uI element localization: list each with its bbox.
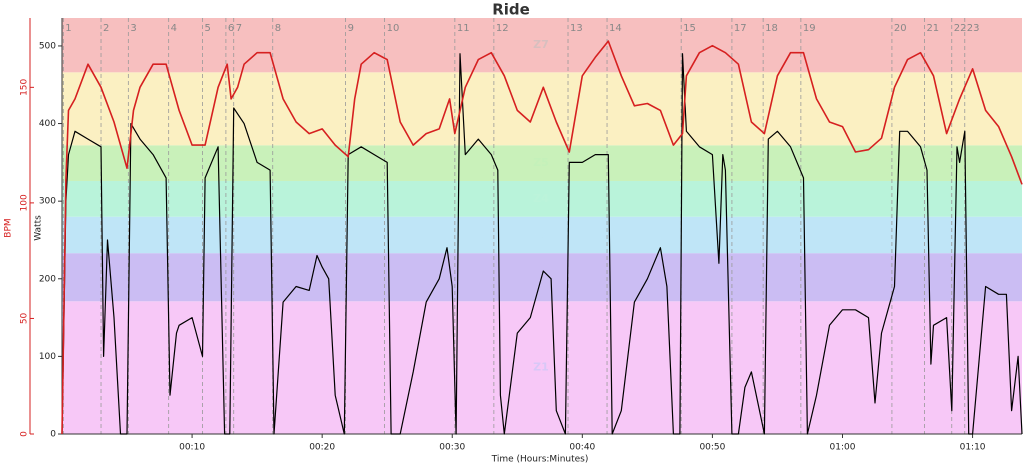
interval-label: 6 xyxy=(228,23,234,34)
x-tick-label: 00:30 xyxy=(439,443,465,453)
interval-label: 14 xyxy=(609,23,622,34)
interval-label: 12 xyxy=(496,23,509,34)
zone-band xyxy=(62,72,1022,146)
interval-label: 20 xyxy=(894,23,907,34)
chart-title: Ride xyxy=(492,1,530,19)
interval-label: 4 xyxy=(171,23,177,34)
x-tick-label: 00:20 xyxy=(309,443,335,453)
y2-tick-label: 100 xyxy=(20,194,30,211)
y-axis-title: Watts xyxy=(34,215,44,241)
interval-label: 11 xyxy=(457,23,470,34)
interval-label: 3 xyxy=(130,23,136,34)
x-tick-label: 00:40 xyxy=(569,443,595,453)
x-tick-label: 00:50 xyxy=(699,443,725,453)
y-tick-label: 300 xyxy=(39,197,56,207)
interval-label: 22 xyxy=(954,23,967,34)
y-tick-label: 0 xyxy=(50,430,56,440)
y2-tick-label: 0 xyxy=(20,431,30,437)
zone-band xyxy=(62,216,1022,254)
y2-axis-title: BPM xyxy=(4,218,14,237)
zone-label: Z7 xyxy=(533,38,549,51)
interval-label: 18 xyxy=(765,23,778,34)
series-line xyxy=(61,53,1023,435)
y-tick-label: 200 xyxy=(39,274,56,284)
series-line xyxy=(61,40,1023,435)
zone-label: Z3 xyxy=(533,228,549,241)
x-axis-title: Time (Hours:Minutes) xyxy=(491,455,589,465)
interval-label: 7 xyxy=(236,23,242,34)
interval-label: 13 xyxy=(570,23,583,34)
interval-label: 9 xyxy=(348,23,354,34)
x-tick-label: 01:10 xyxy=(960,443,986,453)
interval-label: 19 xyxy=(803,23,816,34)
x-tick-label: 00:10 xyxy=(179,443,205,453)
y-tick-label: 100 xyxy=(39,352,56,362)
interval-label: 8 xyxy=(275,23,281,34)
interval-label: 5 xyxy=(204,23,210,34)
interval-label: 10 xyxy=(387,23,400,34)
zone-label: Z5 xyxy=(533,156,549,169)
zone-band xyxy=(62,18,1022,73)
y2-tick-label: 50 xyxy=(20,312,30,324)
zone-band xyxy=(62,180,1022,217)
zone-label: Z4 xyxy=(533,192,549,205)
interval-label: 1 xyxy=(65,23,71,34)
interval-label: 17 xyxy=(734,23,747,34)
interval-label: 23 xyxy=(967,23,980,34)
interval-label: 21 xyxy=(926,23,939,34)
y-tick-label: 500 xyxy=(39,41,56,51)
y2-tick-label: 150 xyxy=(20,78,30,95)
y-tick-label: 400 xyxy=(39,119,56,129)
zone-label: Z1 xyxy=(533,361,549,374)
x-tick-label: 01:00 xyxy=(830,443,856,453)
interval-label: 2 xyxy=(103,23,109,34)
interval-label: 15 xyxy=(683,23,696,34)
